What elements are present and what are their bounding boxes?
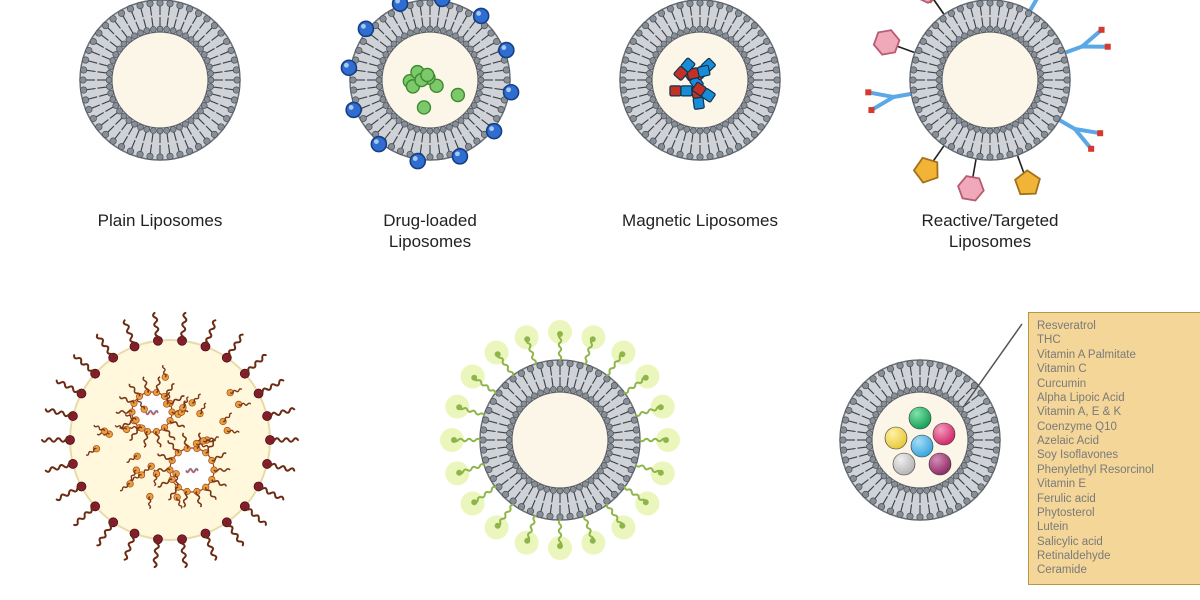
- ingredient-item: THC: [1037, 333, 1200, 347]
- ingredient-item: Ceramide: [1037, 563, 1200, 577]
- liposome-label: Plain Liposomes: [98, 210, 223, 231]
- ingredient-item: Vitamin A, E & K: [1037, 405, 1200, 419]
- liposome-plain: [20, 0, 300, 220]
- ingredient-list-box: ResveratrolTHCVitamin A PalmitateVitamin…: [1028, 312, 1200, 585]
- ingredient-item: Salicylic acid: [1037, 535, 1200, 549]
- ingredient-item: Phytosterol: [1037, 506, 1200, 520]
- liposome-multi: [780, 300, 1060, 580]
- ingredient-item: Curcumin: [1037, 377, 1200, 391]
- liposome-label: Reactive/Targeted Liposomes: [921, 210, 1058, 253]
- ingredient-item: Vitamin E: [1037, 477, 1200, 491]
- ingredient-item: Soy Isoflavones: [1037, 448, 1200, 462]
- ingredient-item: Vitamin A Palmitate: [1037, 348, 1200, 362]
- ingredient-item: Ferulic acid: [1037, 492, 1200, 506]
- liposome-drug: [290, 0, 570, 220]
- liposome-label: Drug-loaded Liposomes: [383, 210, 477, 253]
- diagram-canvas: Plain Liposomes Drug-loaded Liposomes Magn…: [0, 0, 1200, 600]
- liposome-targeted: [850, 0, 1130, 220]
- ingredient-item: Resveratrol: [1037, 319, 1200, 333]
- ingredient-item: Vitamin C: [1037, 362, 1200, 376]
- liposome-magnetic: [560, 0, 840, 220]
- liposome-label: Magnetic Liposomes: [622, 210, 778, 231]
- liposome-stealth: [420, 300, 700, 580]
- ingredient-item: Lutein: [1037, 520, 1200, 534]
- ingredient-item: Phenylethyl Resorcinol: [1037, 463, 1200, 477]
- ingredient-item: Azelaic Acid: [1037, 434, 1200, 448]
- ingredient-item: Alpha Lipoic Acid: [1037, 391, 1200, 405]
- ingredient-item: Coenzyme Q10: [1037, 420, 1200, 434]
- ingredient-item: Retinaldehyde: [1037, 549, 1200, 563]
- liposome-lipoplex: [40, 310, 300, 570]
